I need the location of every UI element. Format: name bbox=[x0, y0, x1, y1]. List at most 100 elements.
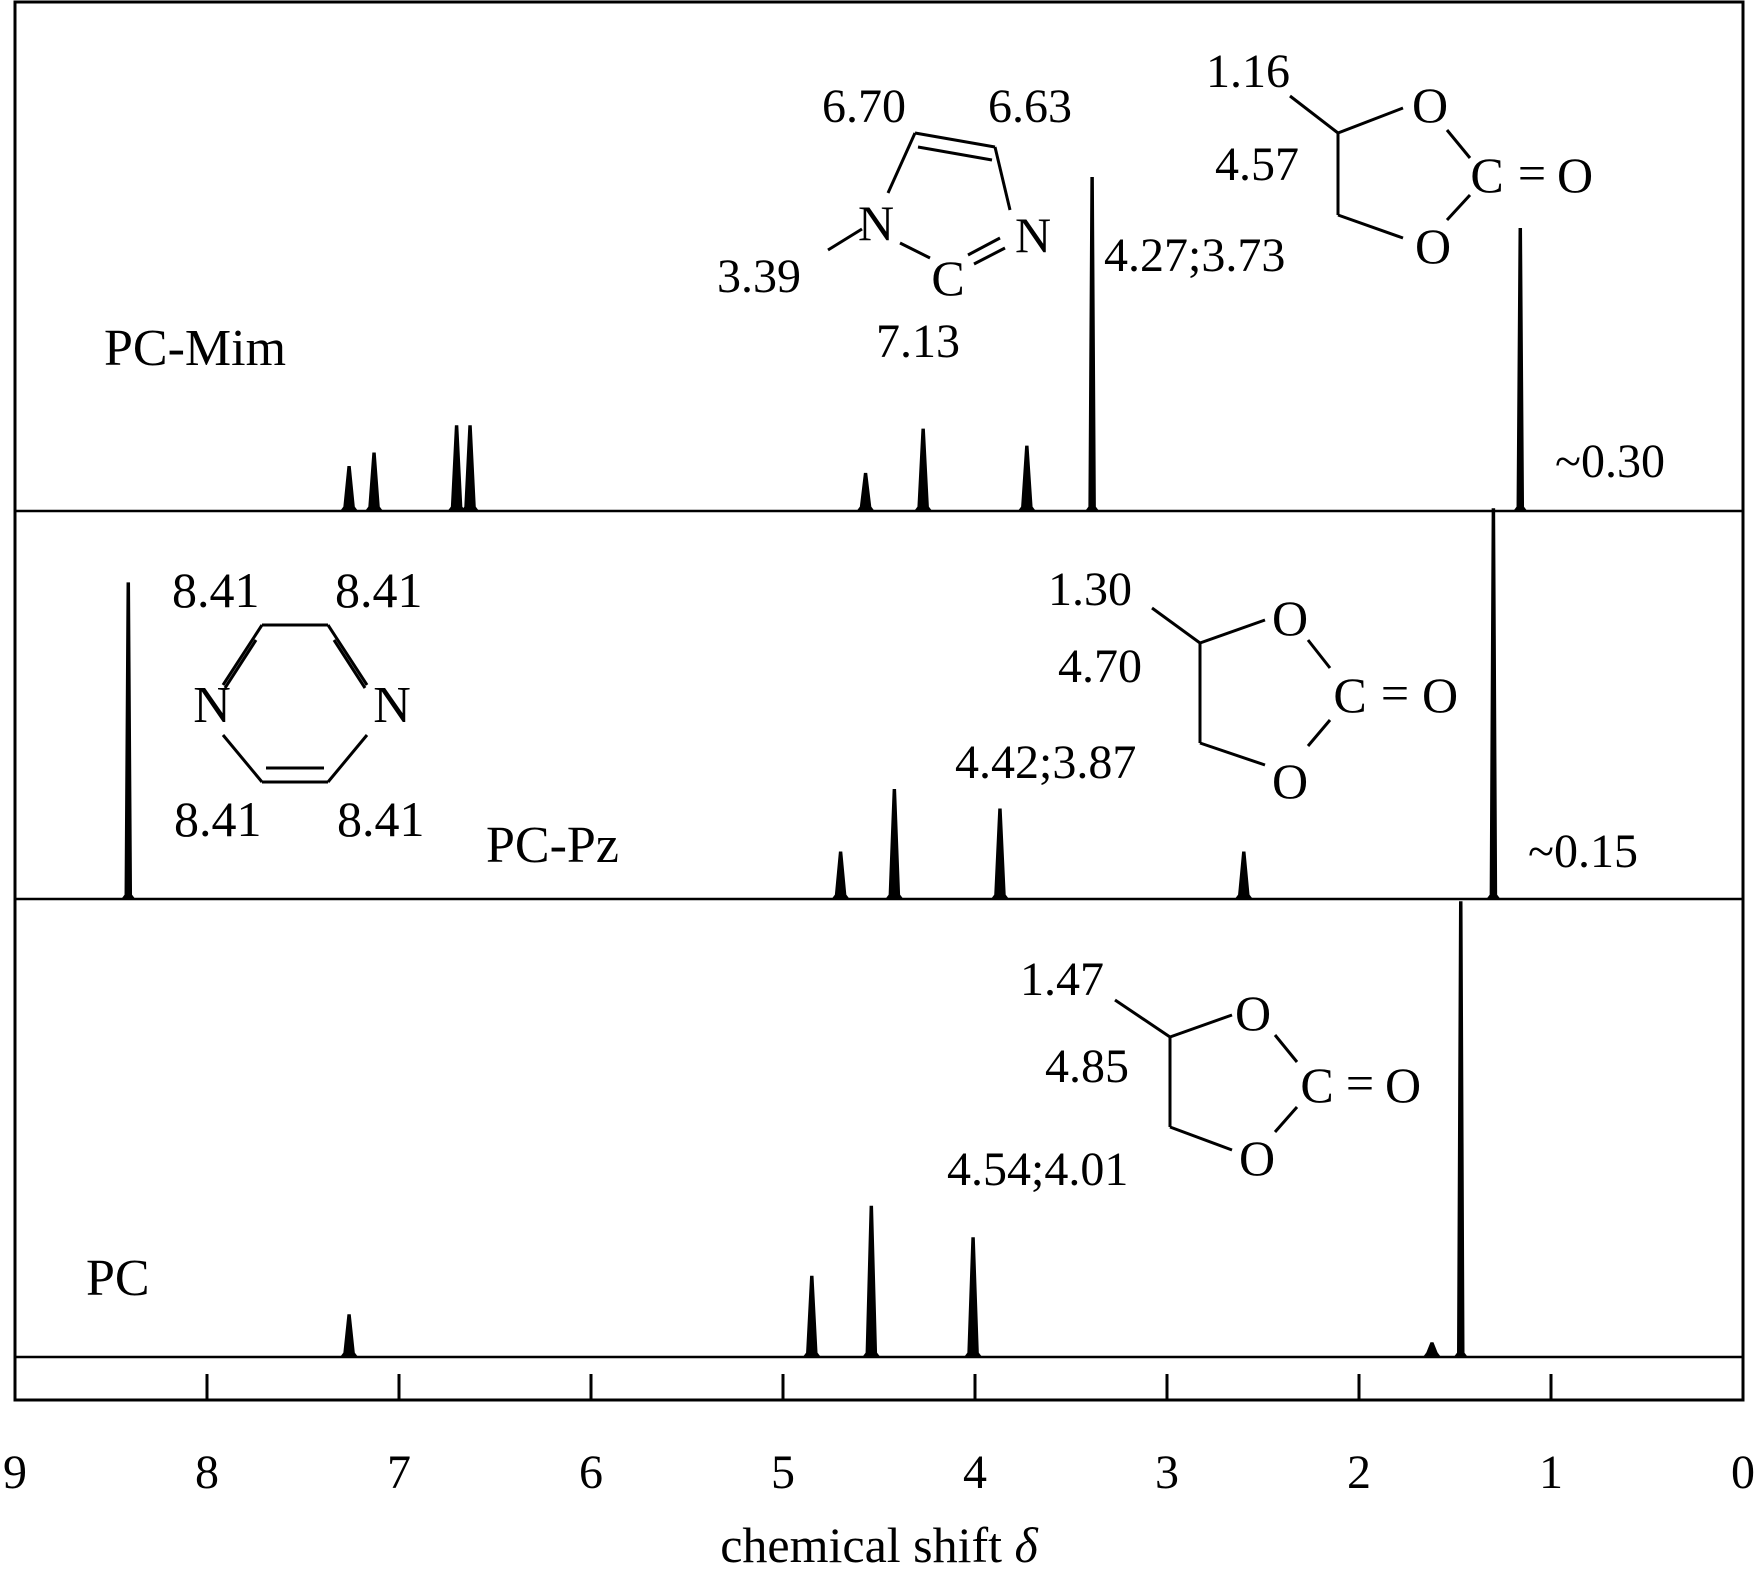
shift-6-63: 6.63 bbox=[988, 80, 1072, 133]
bond bbox=[1273, 1106, 1299, 1133]
atom-c: C bbox=[1470, 147, 1503, 203]
shift-7-13: 7.13 bbox=[876, 315, 960, 368]
shift-4-85: 4.85 bbox=[1045, 1040, 1129, 1093]
bond bbox=[221, 624, 264, 686]
series-label-pc-pz: PC-Pz bbox=[486, 817, 619, 874]
peak-pc-mim-1 bbox=[365, 452, 383, 512]
peak-pc-pz-4 bbox=[1235, 851, 1253, 900]
shift-1-16: 1.16 bbox=[1206, 45, 1290, 98]
bond bbox=[914, 131, 996, 149]
bond bbox=[1337, 106, 1404, 135]
peak-pc-pz-2 bbox=[885, 789, 903, 900]
bond bbox=[326, 624, 369, 686]
offset-label-pc-mim: ~0.30 bbox=[1555, 435, 1665, 488]
bond bbox=[1169, 1125, 1233, 1152]
shift-8-41-tr: 8.41 bbox=[335, 562, 423, 618]
shift-1-30: 1.30 bbox=[1048, 563, 1132, 616]
atom-o2: O bbox=[1272, 753, 1308, 809]
shift-6-70: 6.70 bbox=[822, 80, 906, 133]
shift-3-39: 3.39 bbox=[717, 250, 801, 303]
bond bbox=[827, 227, 863, 252]
bond bbox=[917, 145, 993, 162]
x-tick-label-3: 3 bbox=[1155, 1446, 1179, 1499]
peak-pc-3 bbox=[964, 1237, 982, 1358]
atom-o2: O bbox=[1415, 218, 1451, 274]
x-axis: 9 8 7 6 5 4 3 2 1 0 bbox=[3, 1374, 1755, 1499]
shift-4-70: 4.70 bbox=[1058, 640, 1142, 693]
bond bbox=[899, 241, 931, 260]
x-tick-label-5: 5 bbox=[771, 1446, 795, 1499]
bond bbox=[886, 132, 917, 194]
x-axis-title: chemical shift δ bbox=[720, 1517, 1038, 1573]
shift-4-54-4-01: 4.54;4.01 bbox=[947, 1143, 1128, 1196]
peak-pc-mim-6 bbox=[1018, 445, 1036, 512]
atom-c: C bbox=[1300, 1057, 1333, 1113]
double-bond: = bbox=[1346, 1055, 1374, 1111]
atom-c: C bbox=[1333, 667, 1366, 723]
peak-pc-4 bbox=[1423, 1342, 1441, 1358]
bond bbox=[221, 734, 264, 783]
x-tick-label-0: 0 bbox=[1731, 1446, 1755, 1499]
shift-1-47: 1.47 bbox=[1020, 953, 1104, 1006]
x-tick-label-6: 6 bbox=[579, 1446, 603, 1499]
atom-c2: C bbox=[931, 250, 964, 306]
peak-pc-mim-2 bbox=[448, 425, 466, 512]
shift-4-57: 4.57 bbox=[1215, 138, 1299, 191]
x-tick-label-7: 7 bbox=[387, 1446, 411, 1499]
atom-n-left: N bbox=[193, 677, 231, 734]
bond bbox=[1273, 1034, 1299, 1063]
bond bbox=[1151, 606, 1201, 645]
peak-pc-pz-0 bbox=[121, 582, 135, 900]
peak-pc-mim-3 bbox=[461, 425, 479, 512]
peak-pc-mim-4 bbox=[856, 472, 875, 512]
peak-pc-pz-3 bbox=[991, 808, 1009, 900]
peak-pc-mim-5 bbox=[914, 428, 932, 512]
pc-structure-mim: O C = O O 1.16 4.57 4.27;3.73 bbox=[1104, 45, 1593, 282]
peak-pc-1 bbox=[803, 1275, 821, 1358]
atom-n3: N bbox=[1015, 207, 1051, 263]
x-tick-label-8: 8 bbox=[195, 1446, 219, 1499]
series-label-pc-mim: PC-Mim bbox=[104, 320, 286, 377]
shift-8-41-tl: 8.41 bbox=[172, 562, 260, 618]
x-tick-label-9: 9 bbox=[3, 1446, 27, 1499]
atom-o1: O bbox=[1235, 985, 1271, 1041]
series-label-pc: PC bbox=[86, 1250, 150, 1307]
pc-structure-pc: O C = O O 1.47 4.85 4.54;4.01 bbox=[947, 953, 1421, 1196]
peak-pc-pz-5 bbox=[1486, 508, 1500, 900]
peak-pc-mim-7 bbox=[1085, 177, 1099, 512]
shift-8-41-br: 8.41 bbox=[337, 791, 425, 847]
atom-o3: O bbox=[1385, 1057, 1421, 1113]
bond bbox=[1445, 193, 1472, 222]
bond bbox=[332, 639, 367, 689]
bond bbox=[1199, 741, 1266, 767]
atom-o1: O bbox=[1272, 590, 1308, 646]
atom-o3: O bbox=[1422, 667, 1458, 723]
peak-pc-2 bbox=[862, 1205, 880, 1358]
bond bbox=[1199, 618, 1266, 645]
peak-pc-mim-0 bbox=[340, 466, 358, 512]
double-bond: = bbox=[1518, 145, 1546, 201]
atom-o1: O bbox=[1412, 77, 1448, 133]
shift-4-42-3-87: 4.42;3.87 bbox=[955, 736, 1136, 789]
atom-n-right: N bbox=[373, 677, 411, 734]
bond bbox=[1445, 129, 1472, 159]
bond bbox=[1114, 998, 1171, 1039]
atom-n1: N bbox=[858, 195, 894, 251]
shift-4-27-3-73: 4.27;3.73 bbox=[1104, 229, 1285, 282]
peak-pc-mim-8 bbox=[1513, 228, 1527, 512]
bond bbox=[993, 146, 1012, 211]
shift-8-41-bl: 8.41 bbox=[174, 791, 262, 847]
peak-pc-5 bbox=[1454, 901, 1468, 1358]
peak-pc-pz-1 bbox=[832, 851, 850, 900]
bond bbox=[1306, 639, 1332, 669]
methylimidazole-structure: N C N 6.70 6.63 3.39 7.13 bbox=[717, 80, 1072, 368]
bond bbox=[973, 246, 1006, 266]
x-tick-label-4: 4 bbox=[963, 1446, 987, 1499]
bond bbox=[1289, 94, 1339, 135]
atom-o2: O bbox=[1239, 1130, 1275, 1186]
double-bond: = bbox=[1381, 665, 1409, 721]
x-tick-label-1: 1 bbox=[1539, 1446, 1563, 1499]
pyrazine-structure: N N 8.41 8.41 8.41 8.41 bbox=[172, 562, 425, 847]
peak-pc-0 bbox=[340, 1314, 358, 1358]
